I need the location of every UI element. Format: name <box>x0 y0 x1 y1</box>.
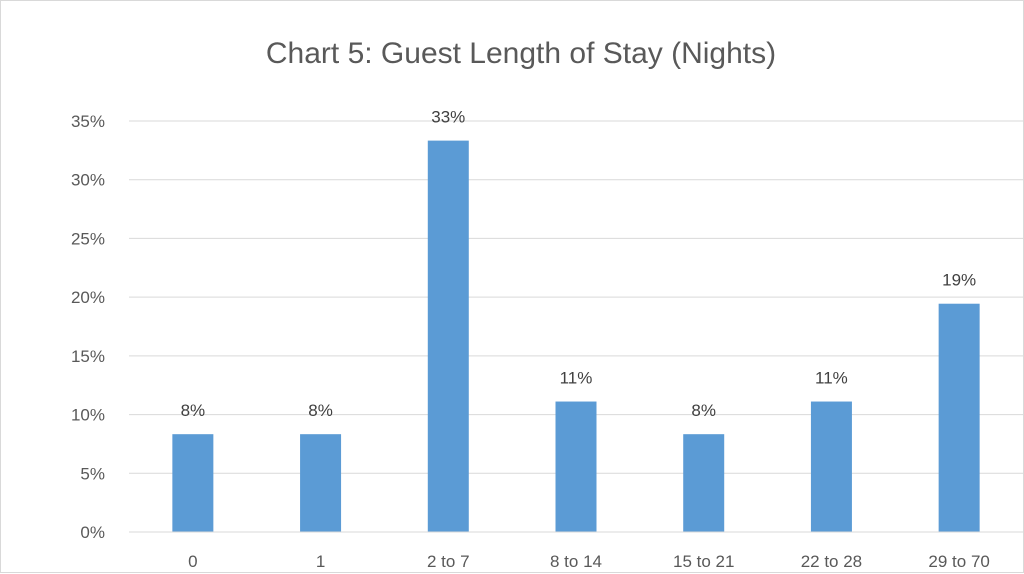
x-tick-label: 15 to 21 <box>673 552 734 571</box>
x-axis: 0 1 2 to 7 8 to 14 15 to 21 22 to 28 29 to 70 <box>129 531 1023 571</box>
bar <box>300 434 342 532</box>
x-tick-label: 0 <box>188 552 197 571</box>
data-label: 11% <box>815 369 848 388</box>
bars <box>172 140 980 532</box>
x-tick-label: 29 to 70 <box>928 552 989 571</box>
data-label: 19% <box>942 271 976 290</box>
data-label: 8% <box>691 401 716 420</box>
bar <box>555 401 597 532</box>
data-label: 11% <box>560 369 593 388</box>
bar <box>427 140 469 532</box>
data-label: 33% <box>431 108 465 127</box>
y-tick-label: 0% <box>80 523 105 542</box>
data-label: 8% <box>181 401 206 420</box>
data-labels: 8% 8% 33% 11% 8% 11% 19% <box>181 108 977 421</box>
y-axis: 0% 5% 10% 15% 20% 25% 30% 35% <box>71 112 105 542</box>
y-tick-label: 35% <box>71 112 105 131</box>
y-tick-label: 30% <box>71 171 105 190</box>
bar <box>938 303 980 532</box>
y-tick-label: 20% <box>71 288 105 307</box>
x-tick-label: 1 <box>316 552 325 571</box>
bar <box>683 434 725 532</box>
x-tick-label: 2 to 7 <box>427 552 470 571</box>
data-label: 8% <box>308 401 333 420</box>
bar <box>172 434 214 532</box>
x-tick-label: 8 to 14 <box>550 552 602 571</box>
y-tick-label: 5% <box>80 464 105 483</box>
y-tick-label: 15% <box>71 347 105 366</box>
y-tick-label: 10% <box>71 406 105 425</box>
bar <box>810 401 852 532</box>
x-tick-label: 22 to 28 <box>801 552 862 571</box>
y-tick-label: 25% <box>71 229 105 248</box>
chart-title: Chart 5: Guest Length of Stay (Nights) <box>266 37 776 70</box>
